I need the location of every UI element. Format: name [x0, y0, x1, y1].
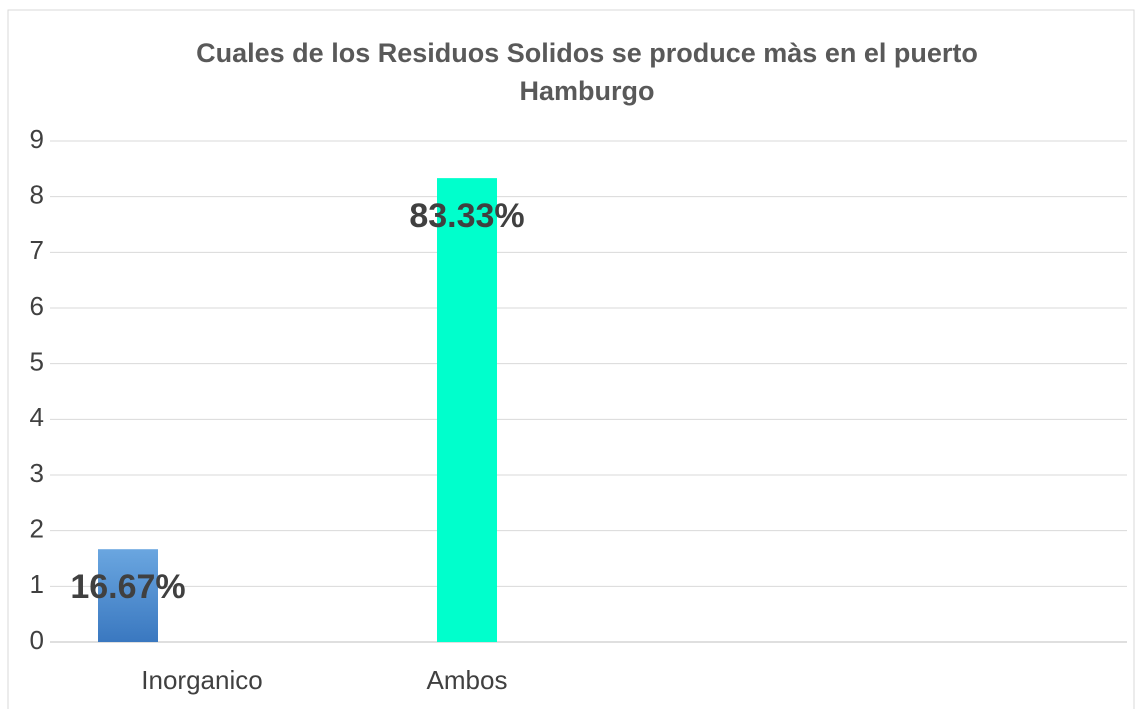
bar	[437, 178, 497, 642]
chart-title: Cuales de los Residuos Solidos se produc…	[196, 38, 978, 106]
y-tick-label: 7	[30, 235, 44, 265]
y-tick-label: 2	[30, 514, 44, 544]
y-tick-label: 8	[30, 180, 44, 210]
y-tick-label: 3	[30, 458, 44, 488]
chart-border	[7, 9, 1135, 709]
bar	[98, 549, 158, 642]
x-tick-label: Inorganico	[141, 665, 262, 695]
x-tick-label: Ambos	[427, 665, 508, 695]
y-tick-label: 9	[30, 124, 44, 154]
data-label: 83.33%	[409, 197, 524, 235]
y-tick-label: 6	[30, 291, 44, 321]
y-tick-label: 5	[30, 347, 44, 377]
y-tick-label: 1	[30, 569, 44, 599]
y-tick-label: 0	[30, 625, 44, 655]
data-label: 16.67%	[70, 568, 185, 606]
y-tick-label: 4	[30, 402, 44, 432]
